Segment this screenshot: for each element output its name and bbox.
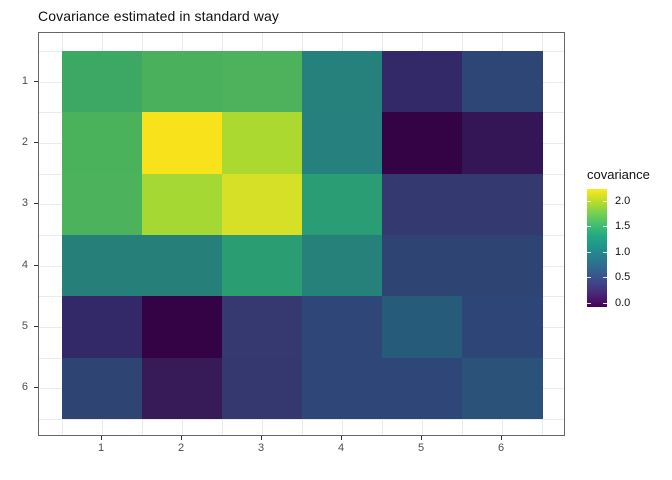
x-tick-mark <box>181 436 182 440</box>
x-tick-label: 3 <box>257 442 265 454</box>
heatmap-tile <box>462 296 543 359</box>
x-tick-label: 2 <box>177 442 185 454</box>
x-tick-label: 6 <box>497 442 505 454</box>
heatmap-tile <box>62 296 143 359</box>
gridline <box>39 419 564 420</box>
gridline <box>542 33 543 435</box>
y-tick-mark <box>34 387 38 389</box>
legend-tick-mark <box>603 277 607 278</box>
x-tick-mark <box>261 436 262 440</box>
heatmap-tile <box>142 173 223 236</box>
heatmap-tile <box>142 296 223 359</box>
legend-tick-mark <box>603 302 607 304</box>
heatmap-tile <box>142 112 223 175</box>
legend-tick-mark <box>603 251 607 253</box>
x-tick-mark <box>421 436 422 440</box>
heatmap-tile <box>62 173 143 236</box>
heatmap-tile <box>62 357 143 420</box>
legend: covariance 2.0 1.5 1.0 0.5 0.0 <box>587 167 671 309</box>
heatmap-tile <box>222 235 303 297</box>
heatmap-tile <box>142 51 223 113</box>
x-tick-label: 4 <box>337 442 345 454</box>
y-tick-mark <box>34 142 38 143</box>
heatmap-tile <box>462 357 543 420</box>
y-tick-label: 4 <box>21 258 28 271</box>
heatmap-tile <box>382 357 463 420</box>
legend-tick-label: 2.0 <box>615 194 631 207</box>
heatmap-tile <box>302 51 383 113</box>
heatmap-tile <box>222 51 303 113</box>
heatmap-tile <box>222 112 303 175</box>
y-tick-label: 5 <box>21 320 28 332</box>
y-tick-mark <box>34 80 38 82</box>
heatmap-tile <box>382 173 463 236</box>
x-tick-mark <box>501 436 502 440</box>
y-tick-label: 6 <box>21 381 28 394</box>
x-tick-label: 1 <box>97 442 105 454</box>
heatmap-tile <box>142 357 223 420</box>
y-tick-mark <box>34 326 38 327</box>
plot-panel <box>38 32 565 436</box>
y-tick-label: 3 <box>21 197 28 210</box>
heatmap-tile <box>222 173 303 236</box>
heatmap-tile <box>302 235 383 297</box>
heatmap-tile <box>302 173 383 236</box>
heatmap-tile <box>382 235 463 297</box>
heatmap-tile <box>462 235 543 297</box>
x-tick-mark <box>341 436 342 440</box>
legend-tick-label: 1.0 <box>615 245 631 258</box>
heatmap-tile <box>62 235 143 297</box>
y-tick-mark <box>34 203 38 205</box>
heatmap-tile <box>382 51 463 113</box>
heatmap-tile <box>382 112 463 175</box>
heatmap-tile <box>62 112 143 175</box>
heatmap-tile <box>302 296 383 359</box>
legend-tick-mark <box>603 200 607 202</box>
heatmap-tile <box>462 51 543 113</box>
y-tick-label: 2 <box>21 136 28 148</box>
y-tick-label: 1 <box>21 74 28 87</box>
legend-title: covariance <box>587 167 650 182</box>
legend-tick-mark <box>587 277 591 278</box>
x-tick-mark <box>101 436 102 440</box>
chart-title: Covariance estimated in standard way <box>38 8 279 24</box>
heatmap-tile <box>382 296 463 359</box>
legend-tick-mark <box>587 302 591 304</box>
heatmap-tiles <box>39 33 564 435</box>
legend-tick-mark <box>603 226 607 227</box>
legend-tick-mark <box>587 226 591 227</box>
legend-tick-label: 0.5 <box>615 271 631 283</box>
legend-tick-mark <box>587 251 591 253</box>
heatmap-tile <box>222 296 303 359</box>
heatmap-tile <box>62 51 143 113</box>
heatmap-tile <box>142 235 223 297</box>
heatmap-tile <box>462 112 543 175</box>
heatmap-tile <box>222 357 303 420</box>
heatmap-tile <box>302 357 383 420</box>
heatmap-tile <box>462 173 543 236</box>
y-tick-mark <box>34 264 38 266</box>
heatmap-tile <box>302 112 383 175</box>
legend-tick-label: 0.0 <box>615 296 631 309</box>
legend-tick-label: 1.5 <box>615 220 631 232</box>
x-tick-label: 5 <box>417 442 425 454</box>
legend-tick-mark <box>587 200 591 202</box>
legend-colorbar: 2.0 1.5 1.0 0.5 0.0 <box>587 189 630 309</box>
